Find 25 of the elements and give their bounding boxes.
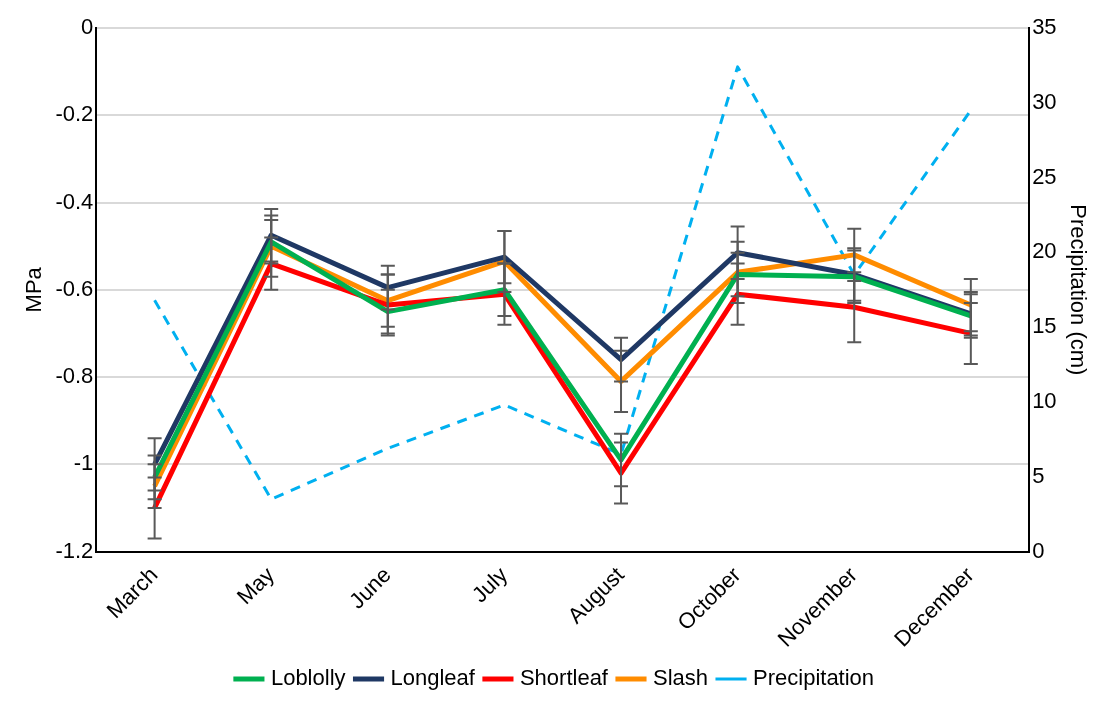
y-tick-label: -0.2 [55,101,94,127]
y2-tick-label: 10 [1032,388,1057,414]
y2-tick-label: 30 [1032,88,1057,114]
y2-tick-label: 20 [1032,238,1057,264]
y2-axis-title: Precipitation (cm) [1065,204,1091,376]
y2-tick-label: 0 [1032,537,1045,563]
y-axis-title: MPa [21,266,47,313]
legend-label: Shortleaf [519,665,609,691]
legend-label: Loblolly [270,665,346,691]
y-tick-label: -0.6 [55,275,94,301]
legend-label: Longleaf [390,665,476,691]
legend-label: Slash [652,665,709,691]
line-series [153,65,973,501]
legend-label: Precipitation [753,665,875,691]
y2-tick-label: 5 [1032,462,1045,488]
x-tick-label: May [231,562,280,610]
y-tick-label: -0.4 [55,188,94,214]
x-tick-label: July [466,562,513,608]
y2-tick-label: 25 [1032,163,1057,189]
y-tick-label: -1 [73,450,94,476]
y2-tick-label: 35 [1032,14,1057,40]
y2-tick-label: 15 [1032,313,1057,339]
y-tick-label: 0 [81,14,94,40]
y-tick-label: -0.8 [55,363,94,389]
y-tick-label: -1.2 [55,537,94,563]
